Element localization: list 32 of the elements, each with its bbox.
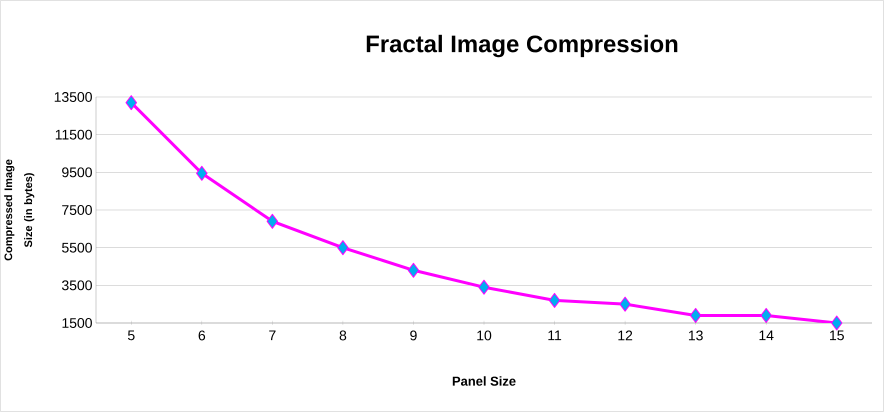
x-tick-label: 6 bbox=[198, 330, 206, 340]
point bbox=[196, 166, 208, 181]
y-tick-label: 13500 bbox=[54, 92, 92, 102]
x-tick-label: 12 bbox=[618, 330, 632, 340]
y-axis-title: Compressed Image Size (in bytes) bbox=[4, 160, 34, 260]
x-tick-label: 15 bbox=[830, 330, 844, 340]
x-tick-label: 14 bbox=[759, 330, 774, 340]
x-tick-label: 10 bbox=[477, 330, 492, 340]
x-tick-label: 8 bbox=[340, 330, 346, 340]
point bbox=[266, 214, 278, 229]
point bbox=[337, 240, 349, 256]
y-tick-label: 3500 bbox=[62, 280, 92, 290]
x-tick-label: 5 bbox=[128, 330, 135, 340]
y-tick-label: 9500 bbox=[62, 167, 92, 178]
y-tick-label: 7500 bbox=[62, 205, 92, 215]
y-tick-label: 5500 bbox=[62, 242, 92, 253]
point bbox=[830, 316, 842, 330]
point bbox=[548, 292, 560, 308]
x-tick-label: 9 bbox=[410, 330, 417, 340]
x-tick-label: 13 bbox=[688, 330, 703, 340]
point bbox=[478, 280, 490, 295]
chart-title: Fractal Image Compression bbox=[366, 34, 678, 58]
x-axis-title: Panel Size bbox=[452, 376, 516, 386]
point bbox=[126, 95, 138, 110]
point bbox=[690, 308, 702, 323]
x-tick-label: 11 bbox=[548, 330, 562, 340]
x-tick-label: 7 bbox=[269, 330, 276, 340]
y-tick-label: 11500 bbox=[56, 130, 92, 140]
point bbox=[760, 308, 772, 323]
y-tick-label: 1500 bbox=[62, 318, 92, 328]
point bbox=[619, 296, 631, 312]
point bbox=[408, 262, 420, 278]
